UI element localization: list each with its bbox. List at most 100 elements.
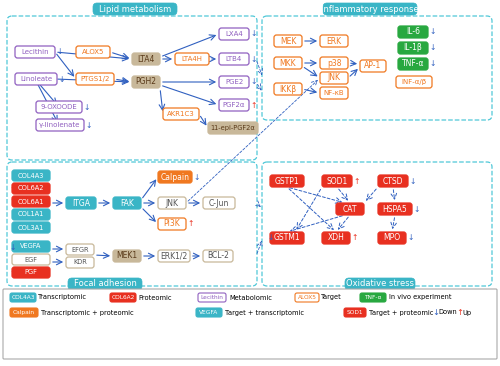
Text: XDH: XDH [328, 234, 344, 243]
Text: ↓: ↓ [409, 176, 416, 186]
FancyBboxPatch shape [378, 232, 406, 244]
Text: VEGFA: VEGFA [20, 243, 42, 250]
FancyBboxPatch shape [295, 293, 319, 302]
FancyBboxPatch shape [336, 203, 364, 215]
FancyBboxPatch shape [398, 42, 428, 54]
Text: ↓: ↓ [429, 27, 436, 37]
Text: Transcriptomic + proteomic: Transcriptomic + proteomic [41, 310, 134, 315]
Text: GSTP1: GSTP1 [274, 176, 299, 186]
Text: ↓: ↓ [193, 172, 200, 182]
FancyBboxPatch shape [10, 308, 38, 317]
Text: PGF: PGF [24, 269, 38, 276]
Text: AKR1C3: AKR1C3 [167, 111, 195, 117]
Text: PGF2α: PGF2α [223, 102, 245, 108]
FancyBboxPatch shape [196, 308, 222, 317]
Text: PGE2: PGE2 [225, 79, 243, 85]
Text: ERK1/2: ERK1/2 [160, 251, 188, 261]
FancyBboxPatch shape [320, 87, 348, 99]
FancyBboxPatch shape [3, 289, 497, 359]
Text: AP-1: AP-1 [364, 61, 382, 71]
FancyBboxPatch shape [12, 267, 50, 278]
Text: MPO: MPO [384, 234, 400, 243]
Text: ITGA: ITGA [72, 198, 90, 208]
FancyBboxPatch shape [15, 46, 55, 58]
FancyBboxPatch shape [68, 278, 142, 290]
Text: Down: Down [438, 310, 457, 315]
Text: ALOX5: ALOX5 [82, 49, 104, 55]
FancyBboxPatch shape [323, 3, 417, 15]
Text: SOD1: SOD1 [326, 176, 347, 186]
Text: COL3A1: COL3A1 [18, 224, 44, 231]
Text: ↑: ↑ [456, 308, 463, 317]
FancyBboxPatch shape [12, 254, 50, 265]
Text: Target + transcriptomic: Target + transcriptomic [225, 310, 304, 315]
FancyBboxPatch shape [158, 250, 190, 262]
Text: ERK: ERK [326, 37, 342, 45]
Text: Transcriptomic: Transcriptomic [38, 295, 87, 300]
Text: COL6A2: COL6A2 [18, 186, 44, 191]
FancyBboxPatch shape [396, 76, 432, 88]
Text: EGF: EGF [24, 257, 38, 262]
FancyBboxPatch shape [158, 218, 186, 230]
FancyBboxPatch shape [219, 76, 249, 88]
Text: ↓: ↓ [9, 243, 16, 251]
Text: ↓: ↓ [250, 78, 256, 86]
Text: FAK: FAK [120, 198, 134, 208]
FancyBboxPatch shape [12, 196, 50, 207]
Text: PI3K: PI3K [164, 220, 180, 228]
Text: Lipid metabolism: Lipid metabolism [99, 4, 171, 14]
FancyBboxPatch shape [344, 308, 366, 317]
Text: ↓: ↓ [413, 205, 420, 213]
FancyBboxPatch shape [10, 293, 36, 302]
Text: Calpain: Calpain [160, 172, 190, 182]
Text: Target + proteomic: Target + proteomic [369, 310, 434, 315]
FancyBboxPatch shape [158, 171, 192, 183]
FancyBboxPatch shape [175, 53, 209, 65]
Text: ↑: ↑ [250, 101, 256, 109]
FancyBboxPatch shape [12, 241, 50, 252]
Text: CAT: CAT [343, 205, 357, 213]
Text: NF-κB: NF-κB [324, 90, 344, 96]
Text: C-Jun: C-Jun [209, 198, 229, 208]
FancyBboxPatch shape [345, 278, 415, 290]
Text: Linoleate: Linoleate [20, 76, 52, 82]
Text: Target: Target [321, 295, 342, 300]
Text: ↑: ↑ [267, 176, 274, 186]
FancyBboxPatch shape [219, 99, 249, 111]
Text: GSTM1: GSTM1 [274, 234, 300, 243]
FancyBboxPatch shape [320, 57, 348, 69]
FancyBboxPatch shape [132, 53, 160, 65]
Text: MEK1: MEK1 [116, 251, 138, 261]
Text: LTB4: LTB4 [226, 56, 242, 62]
FancyBboxPatch shape [36, 119, 84, 131]
FancyBboxPatch shape [208, 122, 258, 134]
Text: LTA4: LTA4 [138, 55, 154, 63]
Text: ↓: ↓ [85, 120, 91, 130]
FancyBboxPatch shape [93, 3, 177, 15]
Text: ALOX5: ALOX5 [298, 295, 316, 300]
FancyBboxPatch shape [15, 73, 57, 85]
Text: Lecithin: Lecithin [21, 49, 49, 55]
FancyBboxPatch shape [66, 197, 96, 209]
FancyBboxPatch shape [270, 175, 304, 187]
Text: ↓: ↓ [267, 234, 274, 243]
FancyBboxPatch shape [203, 197, 235, 209]
FancyBboxPatch shape [158, 197, 186, 209]
Text: ↓: ↓ [250, 55, 256, 63]
Text: INF-α/β: INF-α/β [402, 79, 426, 85]
Text: ↑: ↑ [9, 184, 16, 194]
Text: SOD1: SOD1 [347, 310, 363, 315]
FancyBboxPatch shape [132, 76, 160, 88]
Text: COL6A1: COL6A1 [18, 198, 44, 205]
Text: γ-linolenate: γ-linolenate [40, 122, 80, 128]
Text: Proteomic: Proteomic [138, 295, 172, 300]
Text: LTA4H: LTA4H [182, 56, 203, 62]
FancyBboxPatch shape [398, 58, 428, 70]
Text: PTGS1/2: PTGS1/2 [80, 76, 110, 82]
Text: Up: Up [462, 310, 471, 315]
FancyBboxPatch shape [12, 222, 50, 233]
Text: COL1A1: COL1A1 [18, 212, 44, 217]
Text: TNF-α: TNF-α [402, 60, 424, 68]
Text: BCL-2: BCL-2 [207, 251, 229, 261]
Text: JNK: JNK [328, 74, 340, 82]
